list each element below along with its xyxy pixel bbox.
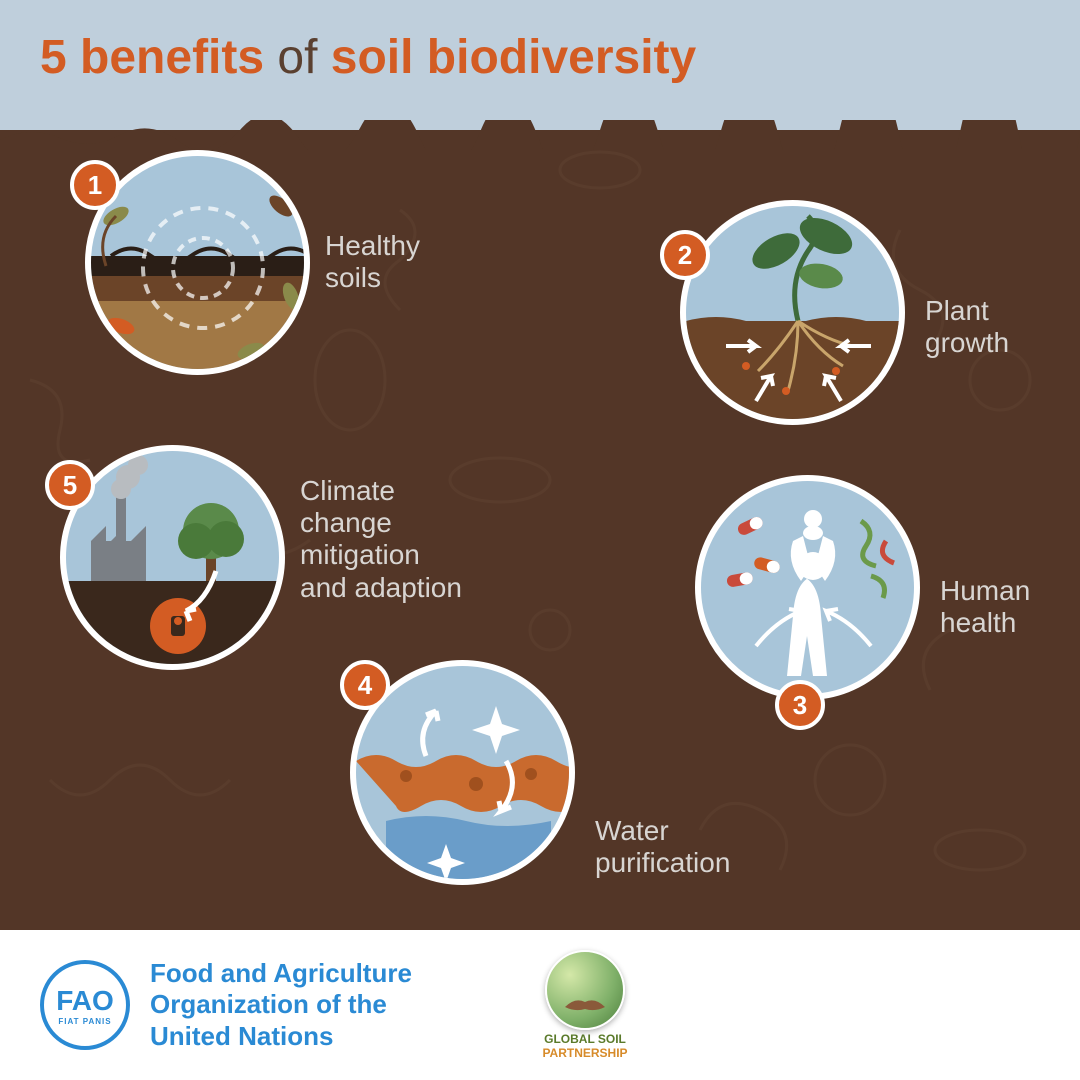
benefit-3-number: 3 xyxy=(793,690,807,721)
benefit-5-badge: 5 xyxy=(45,460,95,510)
benefit-1-badge: 1 xyxy=(70,160,120,210)
fao-org-name: Food and Agriculture Organization of the… xyxy=(150,958,470,1052)
plant-growth-icon xyxy=(686,206,905,425)
benefit-3-label: Human health xyxy=(940,575,1030,639)
soil-edge-decoration xyxy=(0,120,1080,150)
benefit-2-circle xyxy=(680,200,905,425)
benefit-3-badge: 3 xyxy=(775,680,825,730)
benefit-4-label: Water purification xyxy=(595,815,730,879)
gsp-line2: PARTNERSHIP xyxy=(542,1046,627,1060)
water-purification-icon xyxy=(356,666,575,885)
benefit-4-badge: 4 xyxy=(340,660,390,710)
benefit-1-number: 1 xyxy=(88,170,102,201)
human-health-icon xyxy=(701,481,920,700)
benefit-2-badge: 2 xyxy=(660,230,710,280)
benefit-3 xyxy=(695,475,920,700)
title-part1: 5 benefits xyxy=(40,31,264,84)
benefit-3-circle xyxy=(695,475,920,700)
footer: FAO FIAT PANIS Food and Agriculture Orga… xyxy=(0,930,1080,1080)
gsp-line1: GLOBAL SOIL xyxy=(544,1032,626,1046)
title-part3: soil biodiversity xyxy=(331,31,696,84)
benefit-2-label: Plant growth xyxy=(925,295,1009,359)
benefit-2 xyxy=(680,200,905,425)
gsp-label: GLOBAL SOIL PARTNERSHIP xyxy=(530,1032,640,1060)
fao-sub: FIAT PANIS xyxy=(58,1017,111,1026)
benefit-2-number: 2 xyxy=(678,240,692,271)
benefit-5-label: Climate change mitigation and adaption xyxy=(300,475,462,604)
healthy-soils-icon xyxy=(91,156,310,375)
header-sky: 5 benefits of soil biodiversity xyxy=(0,0,1080,130)
climate-change-icon xyxy=(66,451,285,670)
page-title: 5 benefits of soil biodiversity xyxy=(40,30,696,85)
benefit-1-label: Healthy soils xyxy=(325,230,420,294)
soil-area: 1 Healthy soils 2 xyxy=(0,130,1080,930)
benefit-5-number: 5 xyxy=(63,470,77,501)
fao-acronym: FAO xyxy=(56,985,114,1017)
title-part2: of xyxy=(277,31,317,84)
fao-logo-icon: FAO FIAT PANIS xyxy=(40,960,130,1050)
benefit-4-number: 4 xyxy=(358,670,372,701)
gsp-logo-icon: GLOBAL SOIL PARTNERSHIP xyxy=(530,950,640,1060)
